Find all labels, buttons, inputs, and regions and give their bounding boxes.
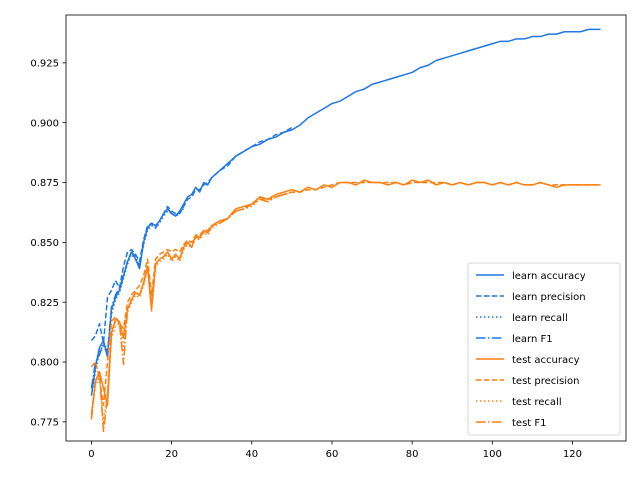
y-tick-label: 0.775 [30, 417, 59, 428]
legend-label: learn accuracy [512, 271, 586, 282]
legend-label: test precision [512, 376, 580, 387]
legend-label: learn recall [512, 313, 568, 324]
x-tick-label: 40 [245, 449, 258, 460]
y-tick-label: 0.800 [30, 358, 59, 369]
series-layer [90, 28, 601, 433]
series-line-learn-f1 [90, 208, 185, 389]
x-tick-label: 0 [88, 449, 94, 460]
series-line-test-recall [90, 191, 293, 423]
legend-label: test recall [512, 397, 562, 408]
axes-layer: 0 20 40 60 80 100 120 0.775 0.800 0.825 0.850 0.875… [30, 14, 627, 460]
series-line-test-f1 [90, 191, 293, 433]
y-tick-label: 0.825 [30, 298, 59, 309]
legend-label: learn precision [512, 292, 586, 303]
series-line-learn-recall [90, 206, 185, 396]
legend-label: test F1 [512, 418, 547, 429]
series-line-test-precision [90, 181, 601, 406]
y-tick-label: 0.875 [30, 178, 59, 189]
series-line-learn-accuracy [90, 28, 601, 396]
x-tick-label: 60 [326, 449, 339, 460]
legend: learn accuracy learn precision learn recal… [467, 262, 621, 436]
x-tick-label: 120 [563, 449, 582, 460]
plot-frame [65, 14, 627, 442]
x-tick-label: 20 [165, 449, 178, 460]
y-tick-label: 0.900 [30, 118, 59, 129]
legend-box [467, 262, 621, 436]
series-line-learn-precision [90, 126, 293, 344]
x-tick-label: 100 [483, 449, 502, 460]
legend-label: learn F1 [512, 334, 553, 345]
y-tick-label: 0.850 [30, 238, 59, 249]
x-tick-label: 80 [406, 449, 419, 460]
y-tick-label: 0.925 [30, 58, 59, 69]
legend-label: test accuracy [512, 355, 580, 366]
